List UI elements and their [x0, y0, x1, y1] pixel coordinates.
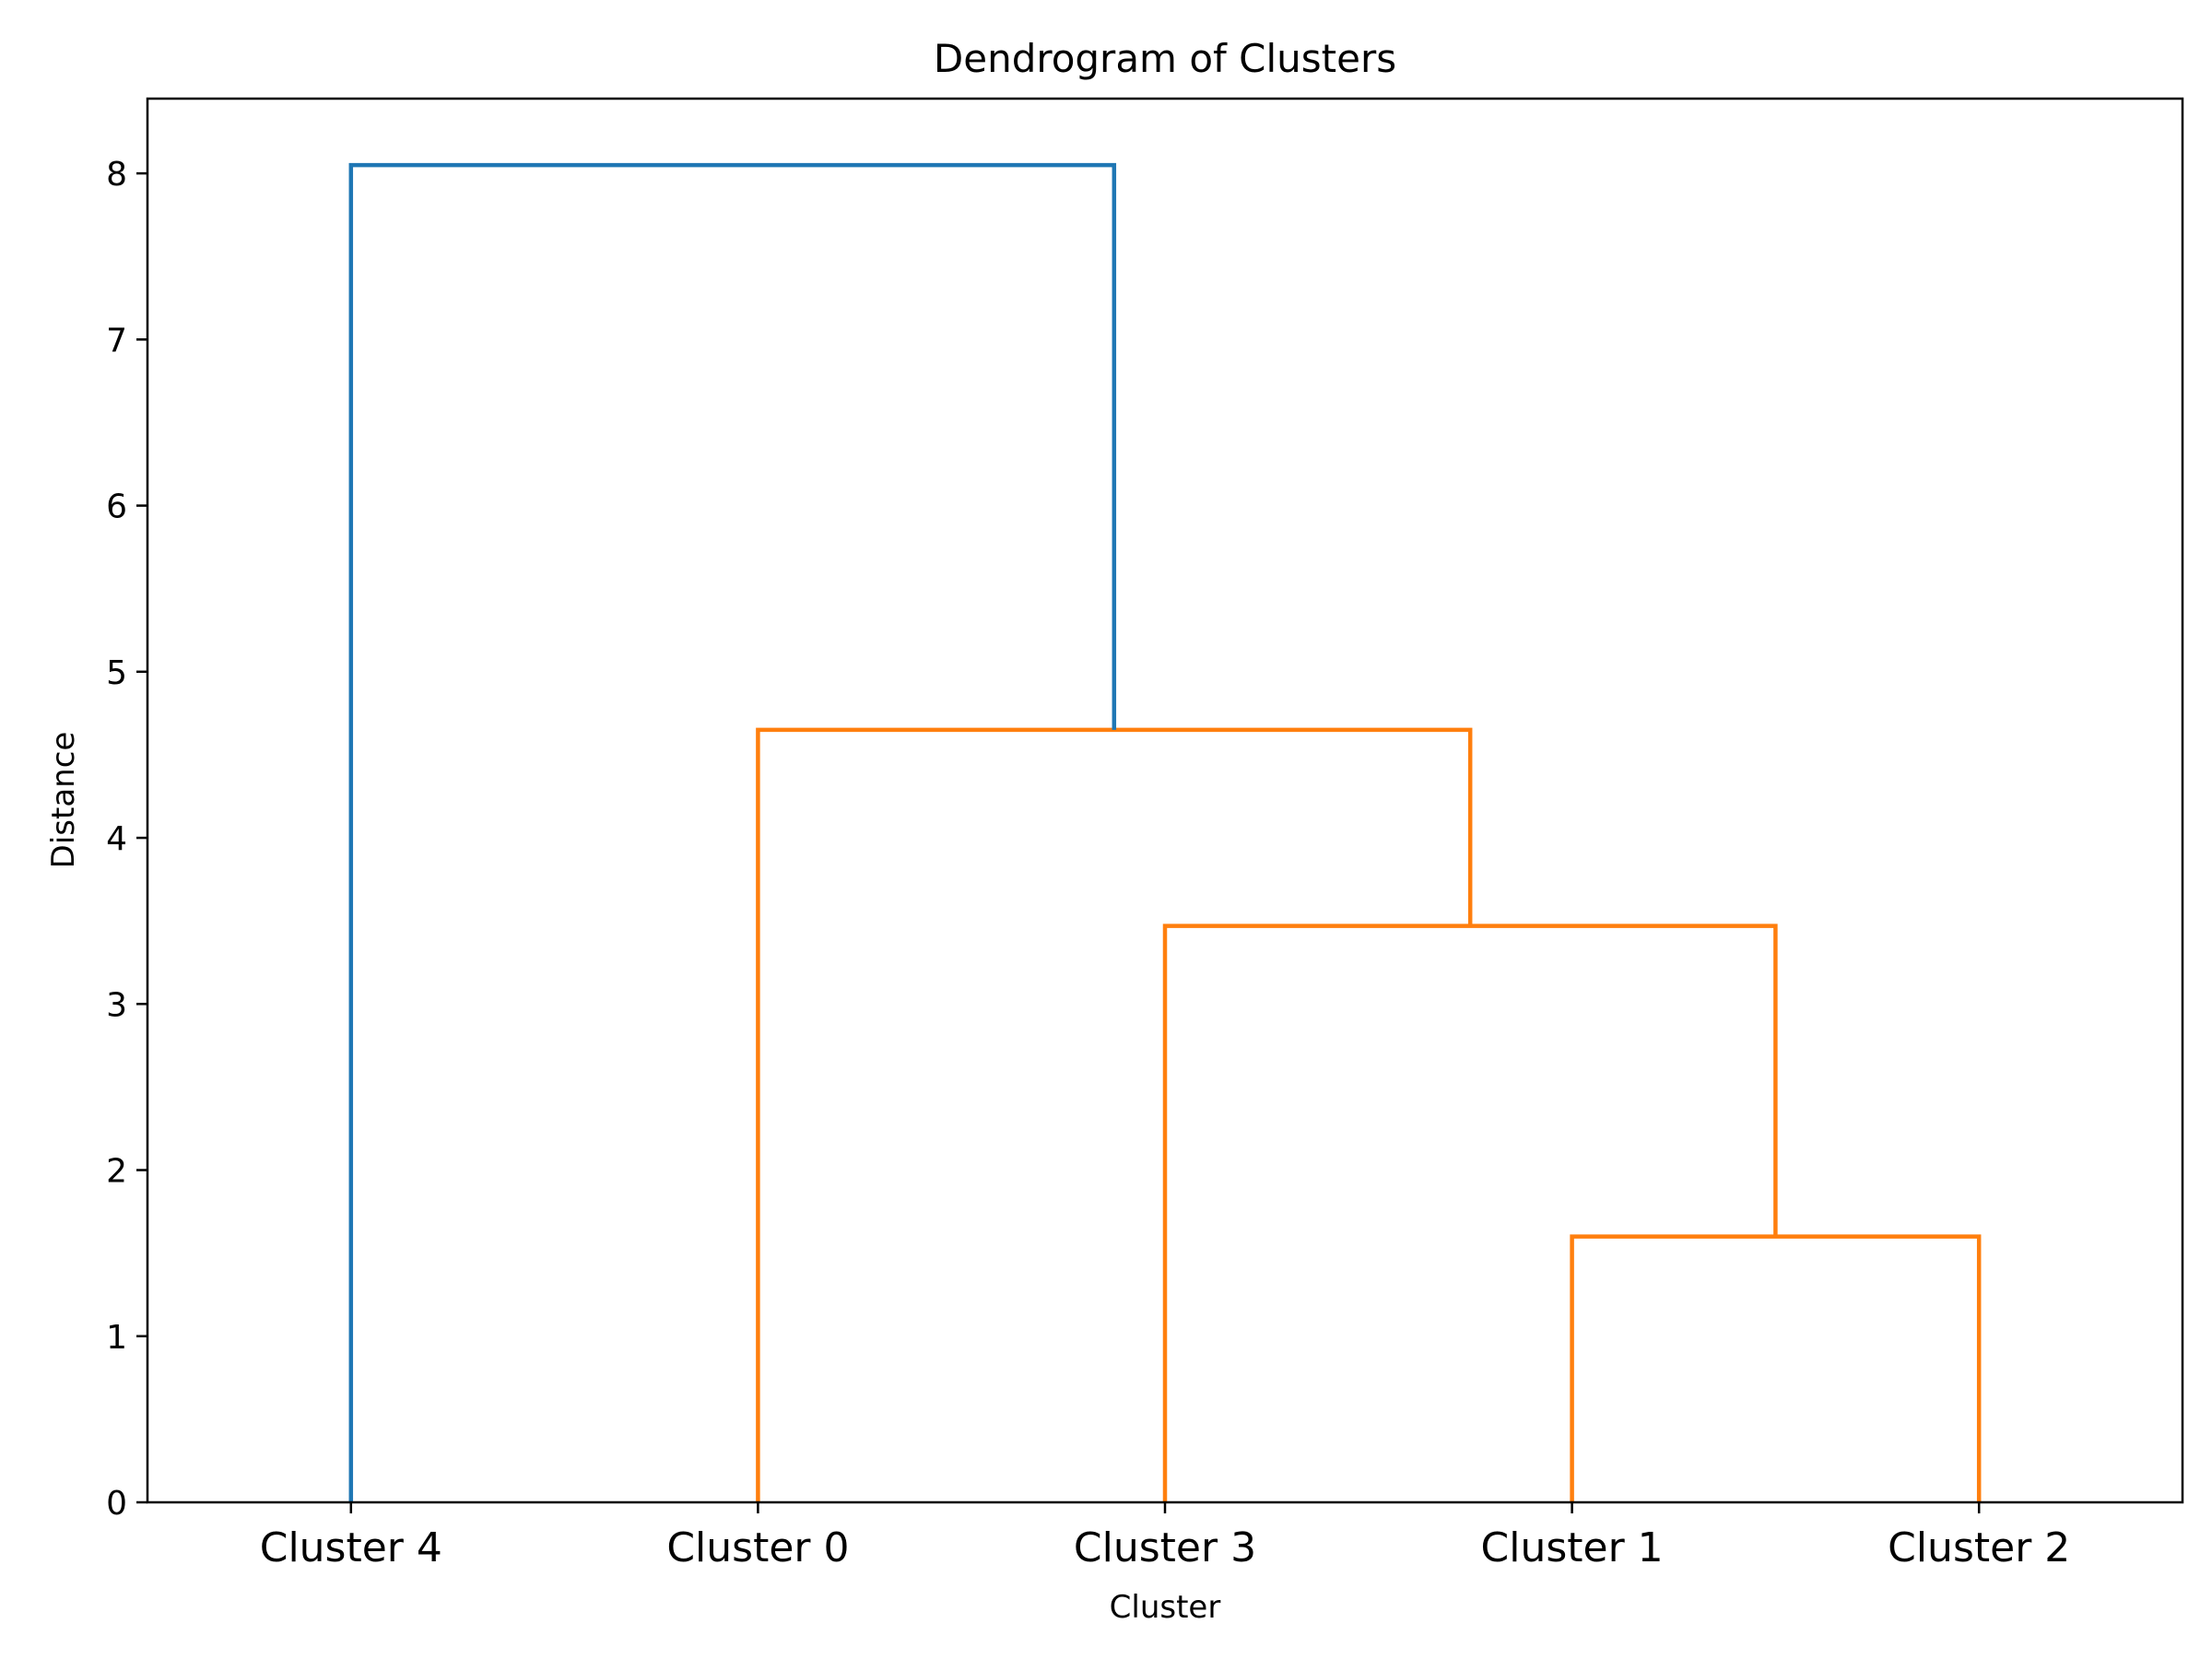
leaf-label-3: Cluster 1	[1481, 1524, 1664, 1571]
y-tick-label-2: 2	[106, 1153, 127, 1191]
y-axis: 0 1 2 3 4 5 6 7 8	[106, 156, 147, 1523]
leaf-label-0: Cluster 4	[260, 1524, 442, 1571]
leaf-label-2: Cluster 3	[1074, 1524, 1256, 1571]
leaf-label-4: Cluster 2	[1888, 1524, 2070, 1571]
y-tick-label-6: 6	[106, 488, 127, 526]
y-tick-label-1: 1	[106, 1319, 127, 1357]
y-tick-label-5: 5	[106, 654, 127, 692]
dendrogram-link-0	[1570, 1234, 1982, 1502]
y-tick-label-3: 3	[106, 986, 127, 1024]
dendrogram-link-2	[756, 727, 1473, 1502]
y-tick-label-8: 8	[106, 156, 127, 194]
x-axis-label: Cluster	[1110, 1589, 1221, 1626]
links-group	[348, 162, 1982, 1502]
y-tick-label-4: 4	[106, 820, 127, 858]
y-tick-label-7: 7	[106, 322, 127, 359]
x-axis: Cluster 4 Cluster 0 Cluster 3 Cluster 1 Clus…	[260, 1502, 2070, 1571]
dendrogram-link-1	[1162, 924, 1778, 1502]
leaf-label-1: Cluster 0	[666, 1524, 849, 1571]
y-axis-label: Distance	[45, 732, 82, 869]
dendrogram-link-3	[348, 162, 1117, 1502]
chart-title: Dendrogram of Clusters	[934, 36, 1396, 81]
y-tick-label-0: 0	[106, 1485, 127, 1523]
